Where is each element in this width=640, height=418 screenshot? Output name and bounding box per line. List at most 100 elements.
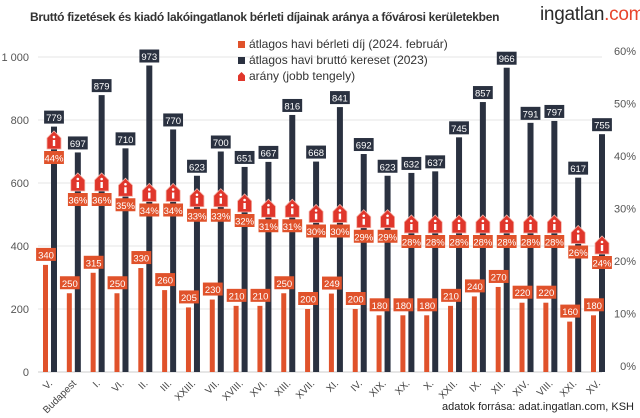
rent-bar	[43, 264, 48, 372]
salary-bar	[360, 154, 367, 372]
x-tick-label: X.	[422, 378, 436, 392]
ratio-house-i-dot	[529, 219, 532, 223]
ratio-value-label: 28%	[545, 238, 565, 249]
rent-value-label: 210	[443, 291, 459, 302]
rent-value-label: 180	[372, 301, 388, 312]
rent-bar	[376, 315, 382, 372]
rent-value-label: 180	[586, 301, 602, 312]
rent-value-label-box	[155, 273, 176, 287]
ratio-value-label: 24%	[592, 259, 612, 270]
ratio-value-label: 30%	[330, 227, 350, 238]
x-tick-label: XIV.	[511, 378, 531, 398]
ratio-value-label-box	[449, 235, 469, 248]
salary-value-label: 745	[451, 124, 467, 135]
rent-bar	[471, 296, 477, 372]
ratio-house-i-dot	[338, 209, 342, 212]
left-tick-label: 800	[11, 115, 29, 127]
ratio-house-i-dot	[219, 193, 223, 197]
salary-value-label-box	[187, 159, 207, 173]
salary-value-label: 700	[213, 138, 229, 149]
rent-value-label: 340	[38, 250, 54, 261]
salary-bar	[241, 166, 248, 372]
rent-value-label: 250	[276, 279, 292, 290]
left-tick-label: 0	[23, 367, 29, 379]
right-tick-label: 30%	[614, 204, 636, 216]
rent-value-label-box	[441, 288, 461, 302]
ratio-value-label-box	[282, 219, 303, 233]
ratio-value-label-box	[44, 151, 64, 164]
legend-swatch-rent	[238, 40, 245, 48]
ratio-value-label-box	[139, 203, 160, 217]
rent-value-label: 250	[62, 279, 78, 290]
ratio-value-label: 36%	[68, 196, 88, 207]
ratio-value-label-box	[496, 235, 517, 248]
ratio-house-i-dot	[433, 219, 437, 223]
salary-value-label: 710	[118, 135, 134, 146]
rent-bar	[495, 286, 501, 372]
ratio-house-i-dot	[171, 188, 175, 191]
salary-value-label: 841	[332, 94, 348, 105]
salary-value-label-box	[377, 159, 398, 173]
rent-bar	[257, 305, 263, 372]
x-tick-label: VII.	[204, 378, 222, 396]
x-tick-label: VI.	[110, 378, 126, 394]
legend-item-salary: átlagos havi bruttó kereset (2023)	[238, 52, 448, 68]
rent-value-label: 260	[157, 276, 173, 287]
rent-bar	[281, 293, 287, 372]
rent-value-label-box	[107, 276, 128, 290]
ratio-house-i-dot	[76, 177, 80, 181]
logo-main: ingatlan	[540, 4, 605, 25]
rent-value-label: 315	[86, 258, 102, 269]
ratio-value-label-box	[163, 203, 184, 217]
rent-bar	[328, 293, 334, 372]
ratio-house-i	[76, 182, 80, 188]
x-tick-label: IX.	[468, 378, 484, 394]
rent-value-label: 210	[229, 291, 245, 302]
rent-bar	[543, 302, 549, 372]
legend-label-rent: átlagos havi bérleti díj (2024. február)	[249, 37, 448, 51]
salary-value-label: 857	[475, 89, 491, 100]
salary-value-label-box	[472, 86, 493, 100]
ratio-value-label-box	[330, 224, 350, 238]
ratio-house-i	[148, 192, 151, 199]
rent-bar	[162, 290, 168, 372]
ratio-house-i	[600, 245, 604, 251]
rent-bar	[591, 315, 596, 372]
ratio-value-label: 29%	[378, 232, 398, 243]
ratio-value-label: 35%	[116, 201, 136, 212]
ratio-house-i-dot	[362, 214, 366, 218]
ratio-value-label-box	[234, 214, 255, 227]
rent-value-label: 180	[419, 301, 435, 312]
salary-value-label: 668	[308, 148, 324, 159]
ratio-value-label: 30%	[307, 227, 327, 238]
ratio-house-i-dot	[600, 240, 604, 244]
rent-bar	[305, 309, 311, 372]
ratio-value-label: 31%	[283, 222, 303, 233]
salary-value-label: 973	[141, 52, 157, 63]
rent-bar	[448, 305, 454, 372]
ratio-value-label-box	[592, 256, 612, 269]
salary-bar	[384, 175, 391, 372]
ratio-value-label-box	[67, 193, 88, 206]
right-tick-label: 60%	[614, 46, 636, 58]
rent-value-label-box	[131, 251, 152, 265]
ratio-house-i-dot	[457, 219, 461, 223]
ratio-house-i	[219, 197, 222, 204]
salary-bar	[217, 151, 224, 372]
salary-value-label: 791	[523, 109, 539, 120]
rent-value-label-box	[83, 255, 104, 269]
salary-value-label-box	[496, 51, 517, 65]
ratio-house-i	[267, 208, 270, 215]
rent-bar	[185, 307, 191, 372]
salary-value-label-box	[353, 138, 374, 152]
rent-value-label-box	[250, 288, 271, 302]
ratio-house-i-dot	[267, 203, 270, 207]
salary-bar	[575, 177, 582, 372]
ratio-value-label: 28%	[473, 238, 493, 249]
x-tick-label: XVIII.	[221, 378, 246, 403]
rent-value-label-box	[274, 276, 295, 290]
ratio-house-i	[291, 208, 294, 215]
ratio-house-i-dot	[410, 219, 413, 223]
ratio-value-label-box	[306, 224, 326, 238]
